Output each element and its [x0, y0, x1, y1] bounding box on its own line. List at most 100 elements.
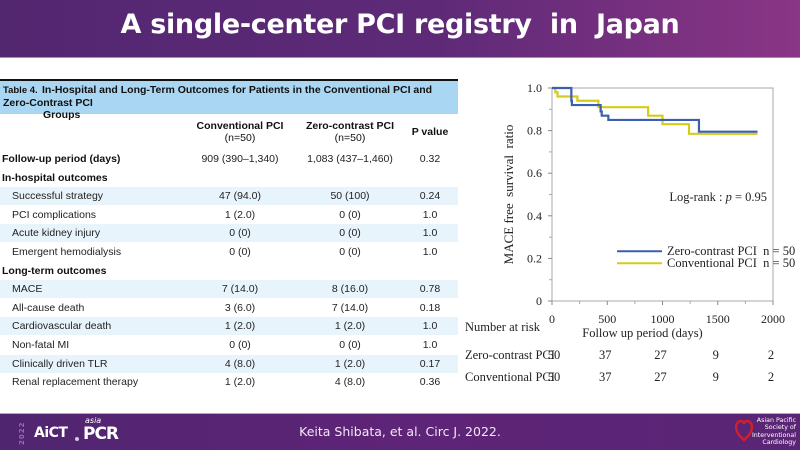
y-tick-label: 0: [536, 294, 542, 308]
slide-footer: 2022 AiCT asia PCR Keita Shibata, et al.…: [0, 413, 800, 450]
table-row: Acute kidney injury 0 (0) 0 (0) 1.0: [0, 224, 458, 243]
table-section-row: In-hospital outcomes: [0, 169, 458, 187]
row-label: In-hospital outcomes: [2, 171, 108, 184]
legend-label-conventional: Conventional PCI n = 50: [667, 256, 795, 270]
apsic-logo-text: Asian Pacific Society of Interventional …: [748, 417, 796, 446]
column-header-p-value: P value: [405, 126, 455, 138]
row-label: Long-term outcomes: [2, 264, 107, 277]
risk-row-group-label: Zero-contrast PCI: [465, 348, 555, 362]
km-chart-svg: 0 0.2 0.4 0.6 0.8 1.0 0 500 1000 1500 2000 MACE fr…: [465, 81, 795, 384]
asia-logo-text: asia: [85, 416, 102, 425]
row-label: Renal replacement therapy: [12, 376, 139, 389]
cell-p-value: 0.18: [419, 301, 441, 314]
table-row: Cardiovascular death 1 (2.0) 1 (2.0) 1.0: [0, 317, 458, 336]
row-label: MACE: [12, 283, 43, 296]
legend-label-zero-contrast: Zero-contrast PCI n = 50: [667, 244, 795, 258]
citation: Keita Shibata, et al. Circ J. 2022.: [299, 424, 501, 439]
table-caption: Table 4. In-Hospital and Long-Term Outcom…: [0, 81, 458, 121]
x-tick-label: 2000: [761, 312, 785, 326]
cell-p-value: 0.78: [419, 283, 441, 296]
cell-p-value: 0.36: [419, 376, 441, 389]
series-line-conventional: [552, 86, 758, 135]
cell-zero-contrast: 1 (2.0): [334, 320, 366, 333]
risk-count: 2: [768, 370, 774, 384]
cell-zero-contrast: 8 (16.0): [331, 283, 369, 296]
y-tick-label: 0.4: [527, 209, 542, 223]
table-row: MACE 7 (14.0) 8 (16.0) 0.78: [0, 280, 458, 299]
cell-conventional: 909 (390–1,340): [201, 153, 279, 165]
x-tick-label: 1000: [651, 312, 675, 326]
row-label: All-cause death: [12, 301, 85, 314]
column-header-line1: Zero-contrast PCI: [305, 120, 395, 132]
cell-zero-contrast: 1,083 (437–1,460): [307, 153, 393, 165]
cell-zero-contrast: 7 (14.0): [331, 301, 369, 314]
aict-logo: AiCT: [34, 425, 68, 441]
table-row: All-cause death 3 (6.0) 7 (14.0) 0.18: [0, 299, 458, 317]
cell-conventional: 3 (6.0): [224, 301, 256, 314]
society-line: Asian Pacific: [756, 417, 796, 424]
column-header-zero-contrast: Zero-contrast PCI (n=50): [295, 120, 405, 144]
heart-icon: [735, 420, 753, 442]
table-caption-line1: In-Hospital and Long-Term Outcomes for P…: [3, 84, 433, 109]
x-tick-label: 1500: [706, 312, 730, 326]
risk-count: 50: [548, 370, 561, 384]
risk-count: 50: [548, 348, 561, 362]
y-tick-label: 0.6: [527, 166, 542, 180]
row-label: Clinically driven TLR: [12, 357, 108, 370]
y-axis-label: MACE free survival ratio: [501, 125, 516, 265]
cell-p-value: 1.0: [422, 339, 438, 351]
log-rank-annotation: Log-rank : p = 0.95: [669, 190, 767, 204]
cell-zero-contrast: 50 (100): [330, 190, 370, 203]
table-section-row: Long-term outcomes: [0, 262, 458, 280]
risk-count: 37: [599, 370, 612, 384]
row-label: Successful strategy: [12, 190, 104, 203]
cell-conventional: 0 (0): [229, 227, 251, 240]
table-caption-line2: Groups: [43, 109, 81, 121]
table-row: Successful strategy 47 (94.0) 50 (100) 0.24: [0, 187, 458, 206]
cell-zero-contrast: 1 (2.0): [334, 357, 366, 370]
table-row: Renal replacement therapy 1 (2.0) 4 (8.0) 0…: [0, 373, 458, 391]
table-top-rule: [0, 79, 458, 81]
cell-p-value: 0.24: [419, 190, 441, 203]
series-line-zero-contrast: [552, 86, 758, 133]
table-caption-label: Table 4.: [3, 85, 38, 96]
column-header-line2: (n=50): [334, 132, 366, 144]
cell-conventional: 0 (0): [229, 246, 251, 258]
row-label: Follow-up period (days): [2, 153, 121, 165]
column-header-line1: Conventional PCI: [196, 120, 284, 132]
slide-title: A single-center PCI registry in Japan: [120, 9, 680, 40]
cell-zero-contrast: 4 (8.0): [334, 376, 366, 389]
cell-zero-contrast: 0 (0): [339, 339, 361, 351]
cell-p-value: 1.0: [422, 208, 438, 221]
row-label: Non-fatal MI: [12, 339, 70, 351]
society-line: Society of: [764, 424, 796, 432]
cell-zero-contrast: 0 (0): [339, 246, 361, 258]
risk-count: 9: [713, 370, 719, 384]
table-section-row: Follow-up period (days) 909 (390–1,340) 1,…: [0, 150, 458, 168]
y-tick-label: 0.2: [527, 251, 542, 265]
row-label: Acute kidney injury: [12, 227, 101, 240]
risk-count: 27: [654, 370, 667, 384]
cell-zero-contrast: 0 (0): [339, 227, 361, 240]
society-line: Interventional: [751, 431, 796, 439]
risk-count: 9: [713, 348, 719, 362]
risk-row-group-label: Conventional PCI: [465, 370, 555, 384]
cell-conventional: 1 (2.0): [224, 208, 256, 221]
cell-conventional: 1 (2.0): [224, 320, 256, 333]
cell-conventional: 7 (14.0): [221, 283, 259, 296]
cell-p-value: 0.17: [419, 357, 441, 370]
society-line: Cardiology: [762, 438, 796, 446]
cell-conventional: 4 (8.0): [224, 357, 256, 370]
cell-p-value: 1.0: [422, 320, 438, 333]
risk-count: 2: [768, 348, 774, 362]
cell-p-value: 1.0: [422, 227, 438, 240]
x-axis-label: Follow up period (days): [582, 326, 702, 340]
table-row: Emergent hemodialysis 0 (0) 0 (0) 1.0: [0, 243, 458, 261]
pcr-logo: PCR: [83, 424, 119, 444]
table-row: Clinically driven TLR 4 (8.0) 1 (2.0) 0.17: [0, 354, 458, 373]
cell-p-value: 1.0: [422, 246, 438, 258]
y-tick-label: 0.8: [527, 124, 542, 138]
y-tick-label: 1.0: [527, 81, 542, 95]
column-header-conventional: Conventional PCI (n=50): [185, 120, 295, 144]
x-tick-label: 0: [549, 312, 555, 326]
